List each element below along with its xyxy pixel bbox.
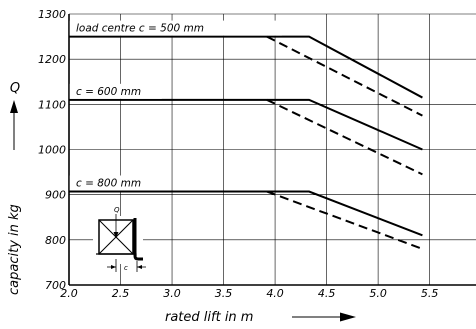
load-centre-diagram: Q c (93, 206, 146, 272)
series-solid-line (69, 35, 423, 99)
series-dashed-line (266, 35, 423, 117)
series-label-box (69, 175, 162, 191)
y-axis-arrow-icon (10, 100, 18, 113)
inset-dim-arrow-right-icon (137, 265, 142, 269)
series-label-box (69, 83, 162, 99)
series-label: load centre c = 500 mm (76, 23, 204, 35)
inset-dim-arrow-left-icon (111, 265, 116, 269)
x-tick-label: 2.0 (60, 287, 78, 300)
x-tick-label: 4.0 (266, 287, 284, 300)
series-label: c = 800 mm (76, 178, 141, 190)
y-axis-symbol: Q (10, 81, 20, 96)
y-tick-label: 1100 (38, 98, 66, 111)
y-tick-label: 1300 (38, 8, 66, 21)
series-labels: load centre c = 500 mm c = 600 mm c = 800 … (69, 20, 282, 191)
x-tick-label: 2.5 (112, 287, 130, 300)
grid (68, 13, 476, 286)
inset-load-arrow-icon (113, 232, 119, 238)
x-axis-label: rated lift in m (165, 310, 253, 325)
y-tick-label: 900 (45, 189, 66, 202)
series-label-box (69, 20, 282, 36)
y-tick-label: 1200 (38, 53, 66, 66)
series-solid-line (69, 190, 423, 237)
x-tick-label: 4.5 (318, 287, 336, 300)
x-tick-label: 5.5 (421, 287, 439, 300)
y-axis-label-group: Q capacity in kg (7, 81, 22, 295)
series-lines (69, 35, 423, 250)
x-axis-label-group: rated lift in m (165, 310, 356, 325)
series-label: c = 600 mm (76, 86, 141, 98)
series-dashed-line (266, 98, 423, 176)
inset-c-label: c (124, 264, 128, 272)
tick-labels: 2.0 2.5 3.0 3.5 4.0 4.5 5.0 5.5 700 800 900 1000 110… (38, 8, 438, 300)
x-tick-label: 3.5 (215, 287, 233, 300)
x-tick-label: 5.0 (369, 287, 387, 300)
y-axis-label: capacity in kg (7, 204, 22, 295)
y-tick-label: 800 (45, 234, 66, 247)
x-axis-arrow-icon (340, 312, 356, 322)
y-tick-label: 700 (45, 279, 66, 292)
inset-q-label: Q (114, 206, 120, 214)
y-tick-label: 1000 (38, 144, 66, 157)
series-solid-line (69, 98, 423, 151)
series-dashed-line (266, 190, 423, 250)
x-tick-label: 3.0 (163, 287, 181, 300)
